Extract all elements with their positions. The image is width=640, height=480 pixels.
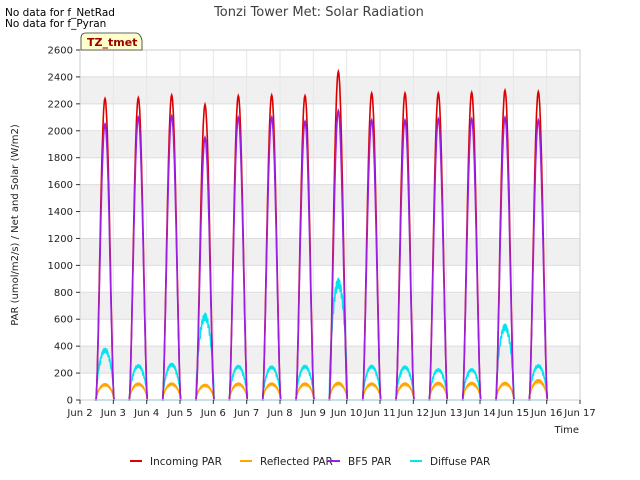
day-curve-5 bbox=[228, 382, 249, 401]
day-curve-11 bbox=[428, 381, 449, 401]
day-curve-5 bbox=[228, 364, 249, 401]
day-curve-10 bbox=[395, 117, 415, 401]
day-curve-11 bbox=[428, 368, 449, 401]
day-curve-13 bbox=[495, 114, 515, 401]
x-tick-label: Jun 17 bbox=[563, 408, 596, 419]
x-tick-label: Jun 8 bbox=[266, 408, 292, 419]
x-tick-label: Jun 2 bbox=[66, 408, 92, 419]
chart-title: Tonzi Tower Met: Solar Radiation bbox=[213, 5, 424, 20]
day-curve-5 bbox=[228, 114, 249, 401]
no-data-note-pyran: No data for f_Pyran bbox=[5, 18, 107, 30]
y-tick-label: 200 bbox=[54, 369, 73, 380]
x-tick-label: Jun 3 bbox=[100, 408, 126, 419]
day-curve-6 bbox=[261, 382, 282, 401]
x-tick-label: Jun 6 bbox=[200, 408, 226, 419]
y-tick-label: 1000 bbox=[48, 261, 73, 272]
grid-band bbox=[80, 238, 580, 266]
day-curve-1 bbox=[95, 121, 115, 401]
x-tick-label: Jun 11 bbox=[363, 408, 396, 419]
day-curve-12 bbox=[461, 381, 482, 401]
day-curve-6 bbox=[261, 114, 282, 401]
day-curve-3 bbox=[161, 382, 182, 401]
day-curve-13 bbox=[495, 381, 515, 401]
day-curve-14 bbox=[528, 364, 549, 401]
y-tick-label: 1600 bbox=[48, 180, 73, 191]
series-reflected-par bbox=[95, 378, 549, 401]
day-curve-9 bbox=[361, 117, 382, 401]
x-tick-label: Jun 15 bbox=[497, 408, 530, 419]
x-tick-label: Jun 9 bbox=[300, 408, 326, 419]
day-curve-9 bbox=[361, 364, 382, 401]
x-tick-label: Jun 4 bbox=[133, 408, 159, 419]
day-curve-12 bbox=[461, 116, 482, 401]
grid-band bbox=[80, 130, 580, 158]
legend-item-bf5-par: BF5 PAR bbox=[328, 456, 391, 468]
day-curve-7 bbox=[295, 382, 315, 401]
x-tick-label: Jun 5 bbox=[166, 408, 192, 419]
y-tick-label: 2400 bbox=[48, 72, 73, 83]
y-tick-label: 2000 bbox=[48, 126, 73, 137]
x-axis-label: Time bbox=[554, 425, 579, 436]
legend-label: BF5 PAR bbox=[348, 456, 391, 468]
day-curve-2 bbox=[128, 364, 149, 401]
legend-label: Incoming PAR bbox=[150, 456, 222, 468]
day-curve-10 bbox=[395, 365, 415, 401]
day-curve-12 bbox=[461, 367, 482, 401]
y-tick-label: 1200 bbox=[48, 234, 73, 245]
day-curve-9 bbox=[361, 382, 382, 401]
day-curve-7 bbox=[295, 119, 315, 401]
legend-label: Diffuse PAR bbox=[430, 456, 490, 468]
legend-item-diffuse-par: Diffuse PAR bbox=[410, 456, 490, 468]
legend-item-reflected-par: Reflected PAR bbox=[240, 456, 333, 468]
day-curve-14 bbox=[528, 117, 549, 401]
x-tick-label: Jun 12 bbox=[397, 408, 430, 419]
day-curve-6 bbox=[261, 365, 282, 401]
x-tick-label: Jun 10 bbox=[330, 408, 363, 419]
day-curve-1 bbox=[95, 382, 115, 401]
x-tick-label: Jun 7 bbox=[233, 408, 259, 419]
y-tick-label: 400 bbox=[54, 342, 73, 353]
tz-badge-text: TZ_tmet bbox=[87, 36, 137, 49]
day-curve-14 bbox=[528, 378, 549, 401]
x-axis: Jun 2 Jun 3 Jun 4 Jun 5 Jun 6 Jun 7 Jun 8 Jun 9… bbox=[66, 400, 596, 419]
day-curve-1 bbox=[95, 347, 115, 401]
x-tick-label: Jun 13 bbox=[430, 408, 463, 419]
y-tick-label: 600 bbox=[54, 315, 73, 326]
day-curve-8 bbox=[328, 381, 349, 401]
y-axis-label: PAR (umol/m2/s) / Net and Solar (W/m2) bbox=[10, 124, 21, 326]
day-curve-3 bbox=[161, 362, 182, 401]
no-data-note-netrad: No data for f_NetRad bbox=[5, 7, 115, 19]
legend: Incoming PAR Reflected PAR BF5 PAR Diffuse … bbox=[130, 456, 490, 468]
y-tick-label: 1400 bbox=[48, 207, 73, 218]
legend-item-incoming-par: Incoming PAR bbox=[130, 456, 222, 468]
y-tick-label: 2600 bbox=[48, 46, 73, 57]
y-tick-label: 1800 bbox=[48, 153, 73, 164]
day-curve-4 bbox=[195, 134, 215, 401]
x-tick-label: Jun 16 bbox=[530, 408, 563, 419]
y-tick-label: 2200 bbox=[48, 99, 73, 110]
y-tick-label: 0 bbox=[67, 396, 73, 407]
day-curve-3 bbox=[161, 113, 182, 401]
series-bf5-par bbox=[95, 108, 549, 401]
plot-frame bbox=[79, 49, 581, 401]
series-layer bbox=[93, 68, 549, 401]
day-curve-4 bbox=[195, 383, 215, 401]
day-curve-2 bbox=[128, 382, 149, 401]
day-curve-10 bbox=[395, 382, 415, 401]
day-curve-13 bbox=[495, 322, 515, 401]
day-curve-7 bbox=[295, 364, 315, 401]
day-curve-8 bbox=[328, 108, 349, 401]
x-tick-label: Jun 14 bbox=[463, 408, 496, 419]
grid-band bbox=[80, 292, 580, 320]
day-curve-2 bbox=[128, 114, 149, 401]
y-tick-label: 800 bbox=[54, 288, 73, 299]
tz-badge: TZ_tmet bbox=[80, 32, 143, 51]
legend-label: Reflected PAR bbox=[260, 456, 333, 468]
grid-band bbox=[80, 184, 580, 212]
grid-band bbox=[80, 76, 580, 104]
day-curve-11 bbox=[428, 116, 449, 401]
y-axis: 0 200 400 600 800 1000 1200 1400 1600 1800 2000 220… bbox=[48, 46, 80, 407]
